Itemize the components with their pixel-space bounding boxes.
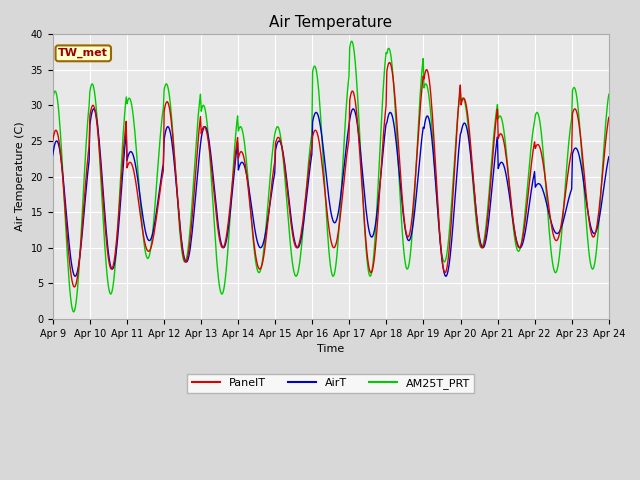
Y-axis label: Air Temperature (C): Air Temperature (C)	[15, 122, 25, 231]
AirT	[204, 129, 211, 135]
AirT	[49, 152, 56, 158]
AirT	[400, 217, 408, 223]
Title: Air Temperature: Air Temperature	[269, 15, 392, 30]
PanelT	[416, 107, 424, 112]
PanelT	[385, 60, 393, 65]
AM25T_PRT	[70, 309, 77, 315]
AirT	[72, 274, 79, 279]
AirT	[174, 202, 182, 208]
Line: AM25T_PRT: AM25T_PRT	[52, 41, 609, 312]
AM25T_PRT	[203, 117, 211, 122]
X-axis label: Time: Time	[317, 344, 344, 354]
AM25T_PRT	[348, 38, 355, 44]
AirT	[118, 185, 125, 191]
Legend: PanelT, AirT, AM25T_PRT: PanelT, AirT, AM25T_PRT	[188, 373, 474, 393]
PanelT	[203, 129, 211, 135]
Line: AirT: AirT	[52, 109, 609, 276]
Line: PanelT: PanelT	[52, 62, 609, 287]
AirT	[59, 172, 67, 178]
Text: TW_met: TW_met	[58, 48, 108, 59]
PanelT	[605, 115, 612, 120]
PanelT	[59, 176, 67, 181]
PanelT	[173, 192, 181, 198]
AirT	[90, 106, 98, 112]
AM25T_PRT	[605, 92, 612, 97]
PanelT	[117, 183, 125, 189]
AM25T_PRT	[117, 171, 125, 177]
AM25T_PRT	[59, 170, 67, 176]
AM25T_PRT	[416, 93, 424, 98]
AM25T_PRT	[173, 196, 181, 202]
PanelT	[400, 214, 408, 219]
AirT	[416, 152, 424, 157]
AirT	[605, 154, 612, 160]
AM25T_PRT	[49, 96, 56, 102]
PanelT	[70, 284, 78, 290]
PanelT	[49, 138, 56, 144]
AM25T_PRT	[400, 249, 408, 254]
